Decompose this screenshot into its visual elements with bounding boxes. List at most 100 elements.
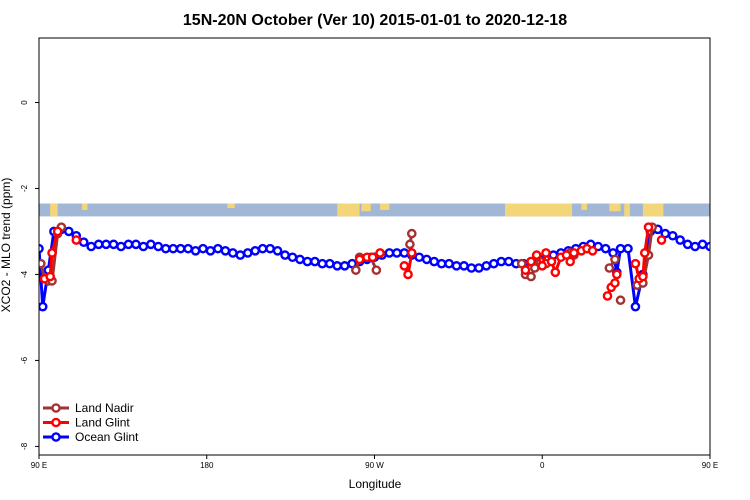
data-point bbox=[496, 256, 507, 267]
map-land bbox=[581, 203, 587, 210]
legend-marker bbox=[51, 432, 61, 442]
data-point bbox=[531, 250, 542, 260]
data-point bbox=[392, 248, 402, 258]
data-point bbox=[78, 237, 89, 248]
data-point bbox=[351, 265, 361, 275]
data-point bbox=[526, 271, 536, 282]
data-point bbox=[705, 241, 710, 252]
x-axis-label: Longitude bbox=[349, 477, 402, 491]
data-point bbox=[93, 239, 104, 250]
data-point bbox=[367, 252, 378, 263]
data-point bbox=[602, 291, 613, 301]
series-layer bbox=[39, 222, 710, 312]
data-point bbox=[205, 245, 216, 256]
data-point bbox=[310, 256, 320, 267]
data-point bbox=[638, 271, 648, 282]
data-point bbox=[399, 261, 410, 271]
data-point bbox=[604, 263, 615, 273]
data-point bbox=[675, 235, 685, 245]
data-point bbox=[667, 230, 678, 241]
map-land bbox=[337, 203, 360, 217]
chart-title: 15N-20N October (Ver 10) 2015-01-01 to 2… bbox=[183, 12, 567, 29]
map-land bbox=[504, 203, 573, 217]
data-point bbox=[459, 261, 469, 271]
data-point bbox=[213, 243, 223, 254]
data-point bbox=[175, 243, 186, 254]
data-point bbox=[138, 241, 149, 252]
data-point bbox=[546, 256, 557, 267]
data-point bbox=[623, 243, 633, 254]
data-point bbox=[47, 248, 57, 258]
x-tick-label: 90 E bbox=[702, 461, 718, 470]
y-tick-label: -2 bbox=[20, 184, 29, 192]
y-tick-label: -4 bbox=[20, 270, 29, 278]
legend-item: Ocean Glint bbox=[43, 430, 139, 444]
data-point bbox=[280, 250, 290, 260]
data-point bbox=[436, 258, 447, 269]
data-point bbox=[406, 248, 417, 258]
data-point bbox=[466, 263, 477, 273]
data-point bbox=[520, 265, 531, 275]
data-point bbox=[228, 248, 238, 258]
data-point bbox=[190, 245, 201, 256]
data-point bbox=[354, 254, 365, 265]
data-point bbox=[610, 254, 620, 265]
data-point bbox=[302, 256, 313, 267]
data-point bbox=[405, 239, 415, 250]
data-point bbox=[235, 250, 246, 260]
data-point bbox=[656, 235, 667, 245]
data-point bbox=[630, 258, 641, 269]
data-point bbox=[71, 235, 82, 245]
data-point bbox=[451, 261, 462, 271]
data-point bbox=[643, 222, 654, 232]
data-point bbox=[295, 254, 305, 265]
data-point bbox=[587, 245, 598, 256]
data-point bbox=[481, 261, 492, 271]
data-point bbox=[332, 261, 343, 271]
data-point bbox=[503, 256, 514, 267]
legend-item: Land Glint bbox=[43, 416, 130, 430]
data-point bbox=[220, 245, 231, 256]
data-point bbox=[272, 245, 283, 256]
data-point bbox=[406, 228, 417, 239]
data-point bbox=[541, 248, 551, 258]
map-land bbox=[361, 203, 371, 212]
x-axis: 90 E 180 90 W 0 90 E bbox=[31, 455, 718, 470]
y-tick-label: -8 bbox=[20, 442, 29, 450]
data-point bbox=[399, 248, 410, 258]
data-point bbox=[375, 248, 385, 258]
data-point bbox=[429, 256, 439, 267]
x-tick-label: 90 E bbox=[31, 461, 47, 470]
x-tick-label: 180 bbox=[200, 461, 214, 470]
data-point bbox=[630, 301, 641, 312]
map-land bbox=[227, 203, 235, 209]
data-point bbox=[287, 252, 298, 263]
map-land bbox=[380, 203, 390, 210]
data-point bbox=[160, 243, 171, 254]
y-axis-label: XCO2 - MLO trend (ppm) bbox=[0, 178, 13, 313]
data-point bbox=[615, 243, 626, 254]
map-land bbox=[642, 203, 664, 217]
map-land bbox=[609, 203, 621, 212]
data-point bbox=[183, 243, 193, 254]
data-point bbox=[168, 243, 178, 254]
map-land bbox=[81, 203, 88, 210]
data-point bbox=[526, 256, 536, 267]
data-point bbox=[414, 252, 425, 263]
data-point bbox=[690, 241, 700, 252]
data-point bbox=[610, 278, 620, 288]
data-point bbox=[265, 243, 275, 254]
data-point bbox=[682, 239, 693, 250]
x-tick-label: 90 W bbox=[365, 461, 384, 470]
data-point bbox=[371, 265, 382, 275]
data-point bbox=[615, 295, 626, 306]
data-point bbox=[39, 258, 46, 269]
map-band bbox=[39, 203, 710, 217]
data-point bbox=[488, 258, 499, 269]
data-point bbox=[697, 239, 708, 250]
data-point bbox=[101, 239, 111, 250]
y-tick-label: -6 bbox=[20, 356, 29, 364]
data-point bbox=[198, 243, 208, 254]
x-tick-label: 0 bbox=[540, 461, 545, 470]
